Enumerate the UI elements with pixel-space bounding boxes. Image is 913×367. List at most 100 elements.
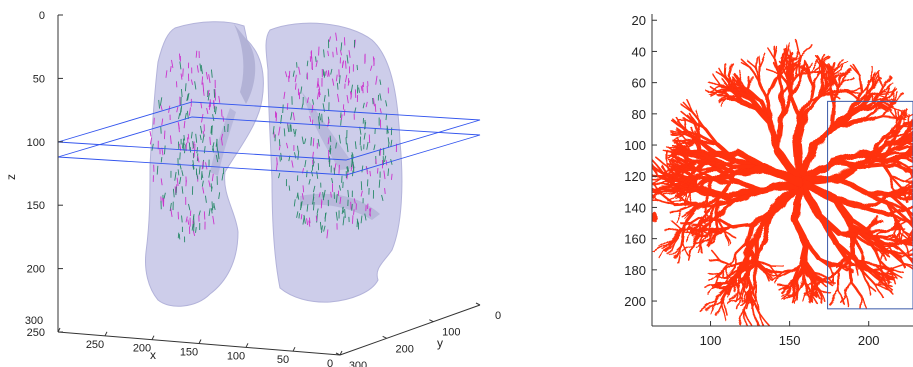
vessel-branch xyxy=(801,96,821,119)
vector-glyph xyxy=(361,165,364,173)
vessel-branch xyxy=(890,118,899,133)
vector-glyph xyxy=(335,32,338,41)
vector-glyph xyxy=(223,126,226,133)
vector-glyph xyxy=(362,84,364,94)
vessel-branch xyxy=(755,106,773,127)
vector-glyph xyxy=(346,166,349,173)
vessel-branch xyxy=(898,123,909,128)
vector-glyph xyxy=(332,78,335,86)
vector-glyph xyxy=(351,152,354,159)
vessel-branch xyxy=(901,230,905,242)
vessel-branch xyxy=(816,255,831,267)
vector-glyph xyxy=(352,161,355,171)
vector-glyph xyxy=(344,208,346,218)
vessel-branch xyxy=(834,158,867,182)
vessel-branch xyxy=(690,115,699,127)
vector-glyph xyxy=(311,104,314,113)
x-axis-label: x xyxy=(150,348,156,362)
image-x-tick-label: 150 xyxy=(779,333,801,348)
vessel-branch xyxy=(902,156,913,163)
vessel-branch xyxy=(711,250,721,262)
vessel-branch xyxy=(706,80,723,87)
vessel-branch xyxy=(747,91,760,110)
vessel-branch xyxy=(904,241,913,245)
vector-glyph xyxy=(200,125,203,134)
vector-glyph xyxy=(366,141,369,150)
vector-glyph xyxy=(340,114,343,120)
vector-glyph xyxy=(151,143,154,151)
image-y-tick-label: 200 xyxy=(624,294,646,309)
vessel-branch xyxy=(798,44,814,58)
vector-glyph xyxy=(188,107,191,116)
vessel-branch xyxy=(688,245,694,262)
vector-glyph xyxy=(350,84,353,93)
vector-glyph xyxy=(176,106,179,113)
vector-glyph xyxy=(284,71,288,78)
vector-glyph xyxy=(384,155,387,162)
vector-glyph xyxy=(306,218,309,226)
vessel-branch xyxy=(652,190,665,193)
vessel-branch xyxy=(888,174,903,189)
vector-glyph xyxy=(201,180,204,187)
vessel-branch xyxy=(910,120,913,126)
vessel-branch xyxy=(696,110,699,127)
vessel-branch xyxy=(680,144,691,151)
vector-glyph xyxy=(300,214,303,220)
vessel-branch xyxy=(766,68,779,74)
vector-glyph xyxy=(373,98,375,107)
vector-glyph xyxy=(297,145,299,152)
vector-glyph xyxy=(348,50,351,58)
vessel-branch xyxy=(738,278,748,298)
vessel-branch xyxy=(876,275,888,279)
image-y-ticks: 20 40 60 80 100 120 140 160 180 200 xyxy=(624,13,657,309)
vessel-branch xyxy=(683,202,702,227)
vessel-branch xyxy=(700,229,711,242)
vessel-branch xyxy=(731,78,735,92)
vessel-branch xyxy=(908,206,913,210)
vessel-branch xyxy=(734,242,750,258)
vessel-branch xyxy=(907,209,913,218)
vector-glyph xyxy=(192,140,194,149)
vessel-branch xyxy=(723,285,734,299)
vessel-branch xyxy=(839,293,848,304)
vector-glyph xyxy=(362,102,365,109)
vessel-branch xyxy=(740,81,750,95)
vector-glyph xyxy=(384,188,386,194)
vessel-branch xyxy=(902,175,913,182)
vector-glyph xyxy=(345,60,347,69)
vector-glyph xyxy=(283,91,286,99)
vessel-branch xyxy=(715,71,727,80)
vessel-branch xyxy=(756,79,769,100)
x-tick-mark xyxy=(198,339,202,344)
vector-glyph xyxy=(306,97,309,103)
vessel-branch xyxy=(898,231,910,241)
vector-glyph xyxy=(187,133,190,140)
vessel-branch xyxy=(867,83,875,100)
vector-glyph xyxy=(159,97,163,106)
vessel-branch xyxy=(813,272,828,278)
vessel-branch xyxy=(672,172,680,186)
vessel-branch xyxy=(874,284,884,298)
vessel-branch xyxy=(836,230,859,239)
vector-glyph xyxy=(385,100,388,107)
vessel-branch xyxy=(784,42,791,59)
vector-glyph xyxy=(190,79,193,85)
vessel-branch xyxy=(738,275,751,285)
vector-glyph xyxy=(293,199,296,207)
x-tick-mark xyxy=(151,335,155,340)
vessel-branch xyxy=(687,168,701,174)
vessel-branch xyxy=(748,74,753,86)
vector-glyph xyxy=(318,192,321,198)
vessel-branch xyxy=(685,191,691,208)
vector-glyph xyxy=(160,104,163,111)
vessel-branch xyxy=(680,149,691,155)
vessel-branch xyxy=(743,309,747,326)
vessel-branch xyxy=(802,62,813,71)
vessel-branch xyxy=(744,275,751,289)
vector-glyph xyxy=(304,138,307,144)
vector-glyph xyxy=(346,95,349,104)
vector-glyph xyxy=(279,156,281,162)
vector-glyph xyxy=(176,177,179,186)
vector-glyph xyxy=(206,107,209,115)
vessel-segmentation-image: 20 40 60 80 100 120 140 160 180 200 100 150 200 xyxy=(624,13,913,348)
